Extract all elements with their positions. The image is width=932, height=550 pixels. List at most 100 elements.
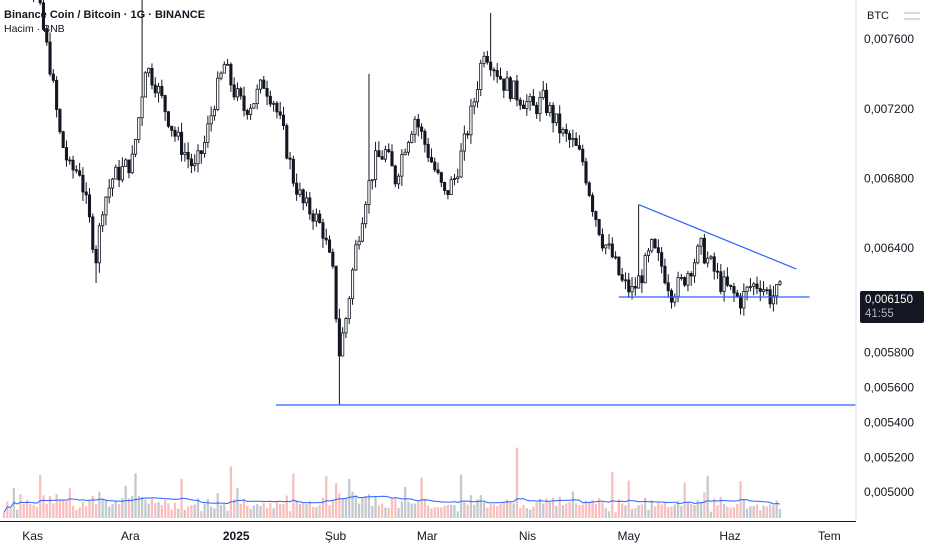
volume-moving-average-line: [3, 495, 781, 513]
candle-body: [775, 284, 779, 297]
candle-body: [262, 79, 266, 89]
volume-bar: [163, 500, 167, 518]
time-tick-label: May: [617, 529, 640, 543]
candle-body: [166, 111, 170, 127]
candle-body: [446, 190, 450, 196]
candle-body: [64, 147, 69, 161]
volume-bar: [134, 473, 137, 518]
candle-body: [706, 257, 710, 264]
candle-body: [597, 219, 601, 236]
volume-bar: [673, 504, 676, 518]
time-axis[interactable]: Kas Ara 2025 Şub Mar Nis May Haz Tem: [22, 529, 840, 543]
volume-bar: [653, 506, 657, 518]
volume-bar: [775, 500, 778, 518]
price-tick-label: 0,005200: [864, 450, 914, 464]
volume-bar: [650, 500, 653, 518]
symbol-title[interactable]: Binance Coin / Bitcoin · 1G · BINANCE: [4, 9, 206, 21]
volume-bar: [32, 505, 35, 518]
candle-body: [643, 255, 647, 284]
candle-body: [692, 262, 697, 277]
volume-bar: [62, 500, 65, 518]
candle-body: [699, 237, 703, 247]
candle-body: [426, 143, 430, 158]
price-axis[interactable]: 0,0080000,0076000,0072000,0068000,006400…: [864, 0, 914, 499]
price-tick-label: 0,005400: [864, 415, 914, 429]
candle-body: [515, 80, 519, 101]
volume-bar: [407, 501, 410, 518]
volume-bar: [561, 505, 565, 518]
volume-bar: [772, 505, 775, 518]
volume-bar: [542, 503, 545, 518]
candle-body: [551, 105, 555, 124]
candle-body: [101, 214, 105, 227]
candle-body: [604, 244, 608, 249]
volume-bar: [594, 504, 598, 518]
volume-bar: [634, 508, 637, 518]
candle-body: [722, 276, 726, 292]
volume-bar: [108, 506, 111, 518]
candle-body: [620, 274, 624, 281]
volume-bar: [127, 498, 131, 518]
volume-bar: [341, 498, 344, 518]
candle-body: [91, 216, 95, 250]
candle-body: [423, 130, 427, 145]
candle-body: [449, 179, 453, 196]
candle-body: [298, 189, 302, 195]
drawn-lines[interactable]: [276, 204, 856, 406]
time-tick-label: Haz: [719, 529, 740, 543]
volume-bar: [357, 503, 361, 518]
volume-bar: [535, 502, 538, 518]
candle-body: [94, 249, 98, 264]
candle-body: [150, 68, 154, 86]
candle-body: [350, 269, 355, 300]
candle-body: [120, 166, 124, 181]
bar-countdown: 41:55: [865, 308, 894, 320]
candle-body: [176, 131, 180, 137]
volume-bar: [473, 504, 476, 518]
volume-bar: [427, 505, 430, 518]
volume-bar: [565, 503, 568, 518]
volume-bar: [568, 502, 571, 518]
candle-body: [518, 99, 522, 106]
candle-body: [607, 243, 611, 246]
candle-body: [74, 169, 78, 172]
volume-bar: [45, 503, 48, 518]
candle-body: [748, 286, 752, 288]
volume-bar: [591, 500, 594, 518]
candle-body: [456, 176, 460, 179]
volume-bar: [140, 496, 144, 518]
volume-bar: [729, 507, 732, 518]
volume-bar: [328, 505, 331, 518]
candle-body: [295, 182, 299, 195]
last-price-value: 0,006150: [865, 294, 913, 306]
volume-bar: [131, 496, 134, 518]
candle-body: [117, 166, 121, 181]
volume-bar: [183, 509, 186, 518]
descending-trendline[interactable]: [638, 204, 797, 270]
candle-body: [397, 175, 401, 185]
candle-body: [226, 63, 230, 66]
candle-body: [140, 96, 144, 119]
candle-body: [482, 55, 486, 64]
candle-body: [439, 172, 443, 183]
candle-body: [212, 109, 216, 117]
candle-body: [640, 275, 644, 284]
axis-settings-icon[interactable]: [902, 8, 922, 24]
volume-bar: [637, 505, 640, 518]
candle-body: [485, 55, 489, 63]
volume-bar: [509, 501, 512, 518]
volume-bar: [334, 483, 338, 518]
candle-body: [420, 126, 424, 132]
volume-bar: [667, 506, 670, 518]
volume-bar: [680, 506, 683, 518]
volume-bar: [147, 503, 150, 518]
candle-body: [541, 89, 545, 98]
volume-bar: [137, 496, 140, 518]
candle-body: [272, 102, 276, 105]
candle-body: [239, 88, 243, 97]
candle-body: [729, 284, 733, 287]
candle-body: [275, 102, 279, 113]
candle-body: [170, 125, 174, 131]
volume-bar: [272, 508, 275, 518]
